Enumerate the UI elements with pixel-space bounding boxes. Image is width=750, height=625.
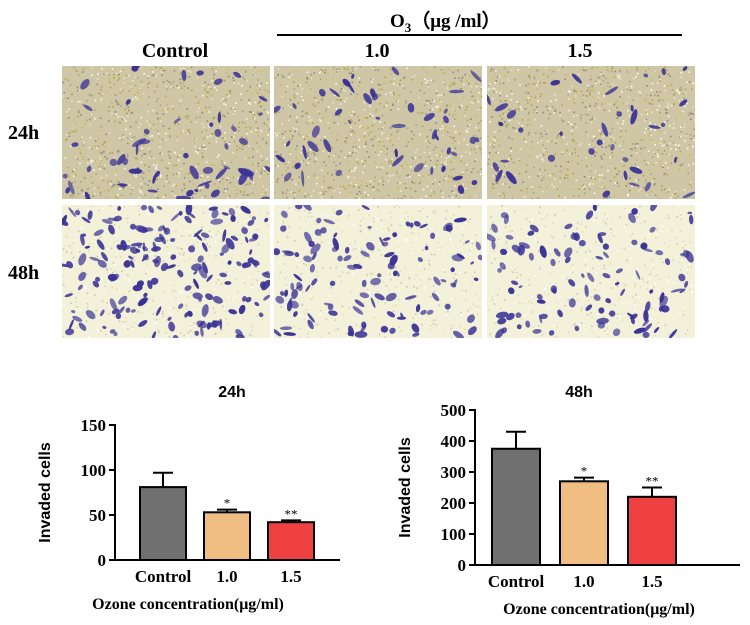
micrograph-24h-1-5 xyxy=(487,66,695,199)
x-axis-title: Ozone concentration(μg/ml) xyxy=(503,601,695,618)
y-axis-label: Invaded cells xyxy=(397,437,414,538)
row-label-24h: 24h xyxy=(8,122,40,144)
x-tick-label: 1.5 xyxy=(280,567,301,586)
micrograph-24h-1-0 xyxy=(274,66,482,199)
significance-marker-2: * xyxy=(224,496,231,511)
bar-1 xyxy=(139,486,187,561)
x-tick-label: Control xyxy=(135,567,192,586)
chart-title-24h: 24h xyxy=(218,384,246,401)
x-tick-label: 1.5 xyxy=(641,572,662,591)
y-tick-label: 0 xyxy=(98,551,107,570)
y-tick-label: 100 xyxy=(441,525,467,544)
y-tick-label: 200 xyxy=(441,494,467,513)
micrograph-48h-1-0 xyxy=(274,205,482,338)
bar-1 xyxy=(491,447,541,566)
significance-marker-3: ** xyxy=(285,506,298,521)
column-label-control: Control xyxy=(141,40,209,62)
y-axis-label: Invaded cells xyxy=(37,442,54,543)
significance-marker-2: * xyxy=(581,464,588,479)
column-label-1-0: 1.0 xyxy=(364,40,390,62)
y-tick-label: 50 xyxy=(89,506,106,525)
micrograph-24h-control xyxy=(62,66,270,199)
micrograph-48h-1-5 xyxy=(487,205,695,338)
o3-symbol: O xyxy=(390,11,405,32)
column-label-1-5: 1.5 xyxy=(567,40,593,62)
y-tick-label: 0 xyxy=(458,556,467,575)
bar-chart-48h: 0 100 200 300 400 500 Invaded cells Control * 1.0… xyxy=(397,401,740,618)
y-tick-label: 300 xyxy=(441,463,467,482)
y-tick-label: 150 xyxy=(81,416,107,435)
bar-3 xyxy=(267,521,315,561)
y-tick-label: 400 xyxy=(441,432,467,451)
bar-chart-24h: 0 50 100 150 Invaded cells Control * 1.0 ** 1.5 Oz… xyxy=(37,416,340,613)
micrograph-48h-control xyxy=(62,205,270,338)
o3-unit: （μg /ml） xyxy=(411,11,501,32)
o3-header: O3（μg /ml） xyxy=(390,6,590,36)
row-label-48h: 48h xyxy=(8,262,40,284)
y-tick-label: 100 xyxy=(81,461,107,480)
bar-2 xyxy=(559,480,609,566)
o3-subscript: 3 xyxy=(404,19,412,35)
o3-divider-line xyxy=(277,34,682,36)
y-tick-label: 500 xyxy=(441,401,467,420)
x-axis-title: Ozone concentration(μg/ml) xyxy=(92,596,284,613)
x-tick-label: 1.0 xyxy=(573,572,594,591)
bar-3 xyxy=(627,495,677,566)
chart-title-48h: 48h xyxy=(565,384,593,401)
x-tick-label: 1.0 xyxy=(216,567,237,586)
significance-marker-3: ** xyxy=(646,474,659,489)
bar-2 xyxy=(203,511,251,562)
x-tick-label: Control xyxy=(488,572,545,591)
